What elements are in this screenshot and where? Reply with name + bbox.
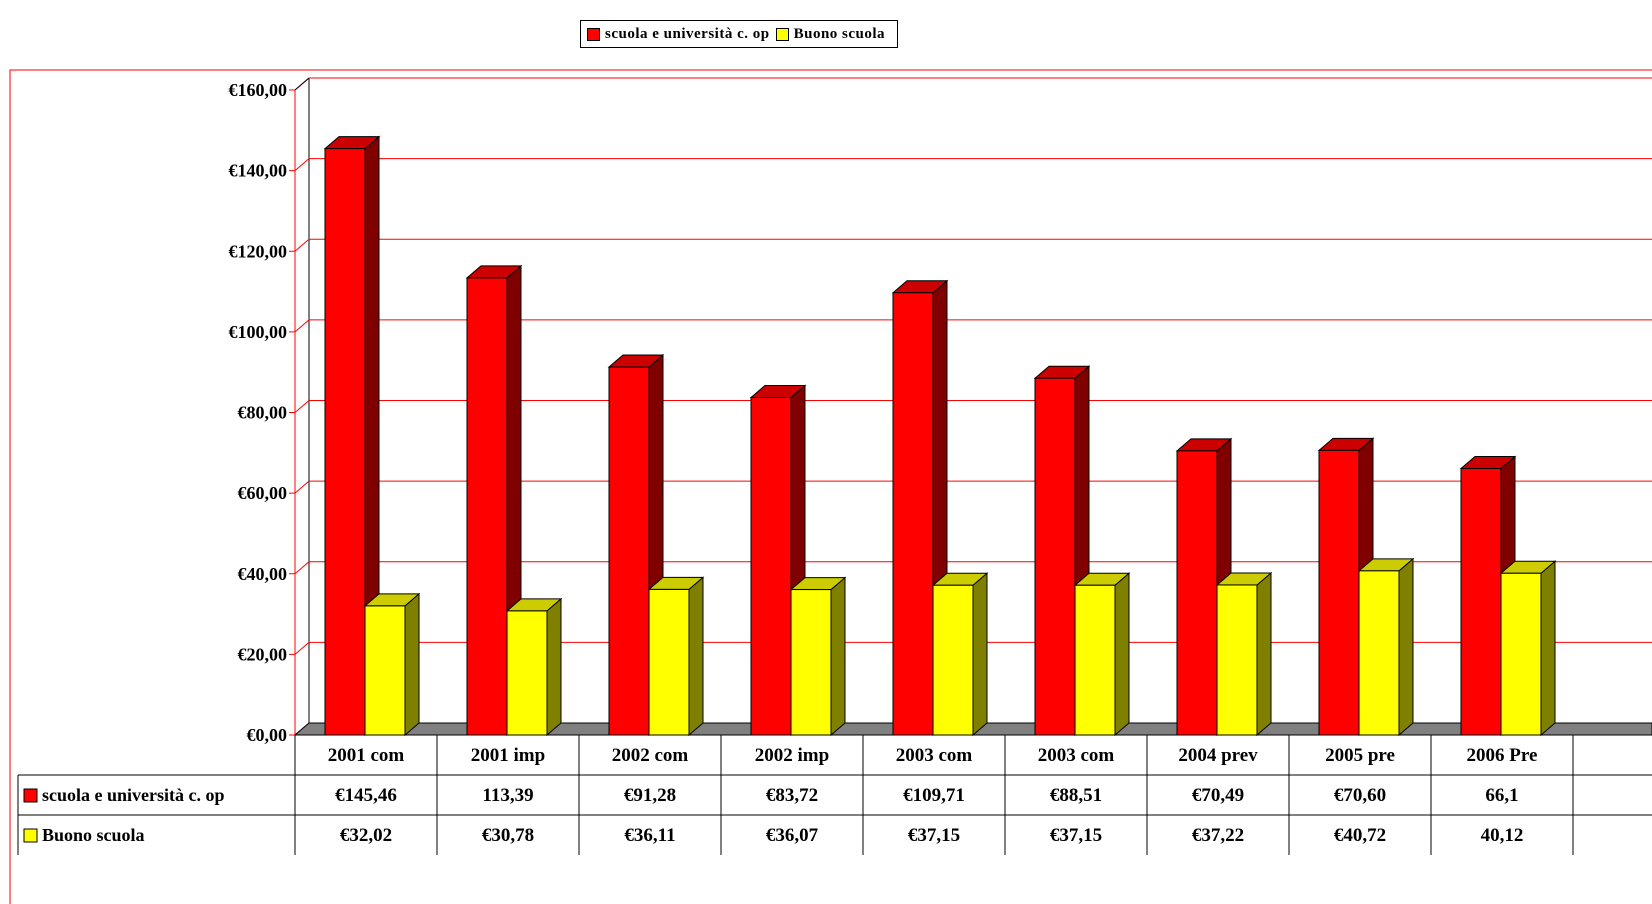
table-value-series-1: €83,72: [766, 785, 818, 806]
table-value-series-2: 40,12: [1481, 825, 1524, 846]
legend-item-series-2: Buono scuola: [775, 25, 886, 43]
x-tick-label: 2004 prev: [1178, 745, 1258, 766]
bar-series-2-side: [1540, 560, 1556, 737]
table-value-series-1: €109,71: [903, 785, 965, 806]
legend-item-series-1: scuola e università c. op: [587, 26, 770, 43]
bar-series-2-side: [1398, 557, 1414, 737]
bar-series-2: [1358, 570, 1400, 736]
bar-series-2-side: [972, 572, 988, 737]
bar-series-2: [506, 610, 548, 736]
table-value-series-1: €88,51: [1050, 785, 1102, 806]
table-value-series-2: €36,07: [766, 825, 819, 846]
y-tick-label: €160,00: [229, 80, 288, 100]
side-gridline: [294, 319, 310, 333]
y-tick-label: €80,00: [238, 403, 288, 423]
table-swatch-series-2: [23, 828, 38, 843]
bar-series-2: [648, 588, 690, 736]
legend-swatch-yellow: [775, 27, 789, 41]
table-value-series-2: €32,02: [340, 825, 392, 846]
bar-series-2: [364, 605, 406, 736]
bar-series-2-side: [830, 576, 846, 737]
bar-series-2-side: [688, 576, 704, 737]
bar-series-1: [608, 366, 650, 736]
bar-series-1: [1034, 377, 1076, 736]
side-gridline: [294, 238, 310, 252]
bar-series-1: [1176, 450, 1218, 736]
legend-label-series-2: Buono scuola: [793, 25, 886, 42]
bar-series-2: [1216, 584, 1258, 736]
y-tick-label: €20,00: [238, 644, 288, 664]
table-value-series-2: €40,72: [1334, 825, 1386, 846]
bar-series-1: [1460, 468, 1502, 736]
table-value-series-1: €91,28: [624, 785, 676, 806]
side-gridline: [294, 158, 310, 172]
bar-series-2: [1500, 572, 1542, 736]
table-row-label-series-2: Buono scuola: [42, 825, 145, 845]
bar-series-2: [932, 584, 974, 736]
bar-series-1: [324, 148, 366, 736]
table-value-series-2: €37,15: [1050, 825, 1102, 846]
y-tick-label: €100,00: [229, 322, 288, 342]
table-row-label-series-1: scuola e università c. op: [42, 785, 225, 805]
table-value-series-1: €70,49: [1192, 785, 1244, 806]
y-tick-label: €120,00: [229, 241, 288, 261]
table-value-series-1: €145,46: [335, 785, 397, 806]
legend-label-series-1: scuola e università c. op: [605, 25, 770, 42]
bar-series-1: [750, 397, 792, 736]
x-tick-label: 2005 pre: [1325, 745, 1395, 766]
bar-series-2: [790, 589, 832, 736]
x-tick-label: 2003 com: [1038, 745, 1115, 766]
bar-series-2-side: [546, 597, 562, 737]
chart-frame: [9, 69, 1652, 904]
y-tick-label: €60,00: [238, 483, 288, 503]
table-value-series-2: €30,78: [482, 825, 534, 846]
y-tick-label: €40,00: [238, 564, 288, 584]
side-gridline: [294, 400, 310, 413]
y-tick-label: €140,00: [229, 161, 288, 181]
side-gridline: [294, 480, 310, 494]
bar-series-2-side: [1256, 571, 1272, 737]
y-tick-label: €0,00: [247, 725, 288, 745]
table-value-series-1: 113,39: [482, 785, 533, 806]
x-tick-label: 2001 imp: [471, 745, 545, 766]
bar-series-2-side: [1114, 572, 1130, 737]
bar-series-1: [466, 277, 508, 736]
x-tick-label: 2003 com: [896, 745, 973, 766]
legend-swatch-red: [587, 27, 600, 41]
x-tick-label: 2002 imp: [755, 745, 829, 766]
bar-series-2: [1074, 584, 1116, 736]
x-tick-label: 2006 Pre: [1467, 745, 1538, 766]
table-value-series-1: 66,1: [1485, 785, 1518, 806]
x-tick-label: 2001 com: [328, 745, 405, 766]
table-value-series-2: €37,15: [908, 825, 960, 846]
side-wall-top: [294, 77, 310, 91]
x-tick-label: 2002 com: [612, 745, 689, 766]
table-value-series-1: €70,60: [1334, 785, 1386, 806]
table-value-series-2: €37,22: [1192, 825, 1244, 846]
table-swatch-series-1: [23, 788, 38, 803]
bar-series-2-side: [404, 592, 420, 737]
side-gridline: [294, 641, 310, 655]
table-value-series-2: €36,11: [624, 825, 675, 846]
bar-series-1: [1318, 449, 1360, 736]
chart-legend: scuola e università c. op Buono scuola: [580, 20, 899, 48]
side-gridline: [294, 561, 310, 575]
bar-series-1: [892, 292, 934, 736]
